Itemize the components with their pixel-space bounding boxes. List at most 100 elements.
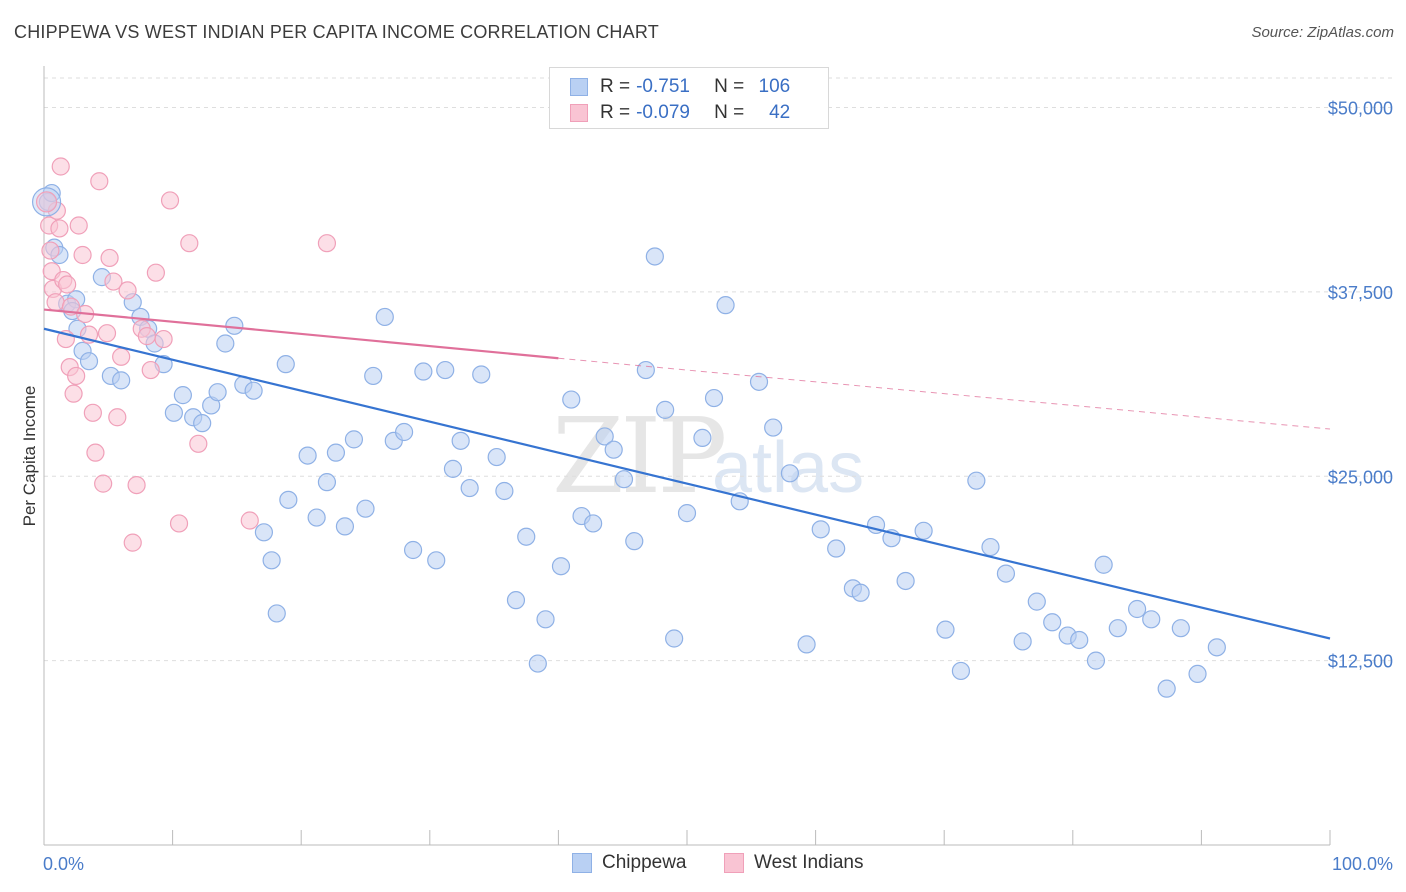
chippewa-point — [1127, 599, 1147, 619]
west-indians-point — [58, 275, 77, 294]
r-value: -0.079 — [636, 102, 690, 123]
chippewa-point — [276, 355, 295, 374]
chippewa-point — [656, 400, 675, 419]
west-indians-point — [112, 347, 131, 366]
chippewa-point — [335, 517, 355, 536]
chippewa-point — [1027, 592, 1046, 611]
west-indians-point — [94, 474, 113, 493]
chippewa-point — [344, 430, 364, 449]
n-value: 42 — [769, 102, 791, 123]
n-value: 106 — [758, 76, 791, 97]
west-indians-trend-line — [43, 308, 559, 360]
chippewa-point — [506, 591, 526, 610]
chippewa-point — [584, 514, 603, 533]
legend-row-west-indians: R = -0.079 N = 42 — [570, 100, 790, 126]
chippewa-point — [375, 307, 394, 327]
r-label: R = — [600, 102, 631, 123]
chippewa-point — [451, 431, 470, 450]
chippewa-point — [645, 247, 664, 266]
chippewa-point — [1188, 664, 1207, 684]
chippewa-point — [267, 604, 286, 623]
chippewa-point — [436, 360, 455, 380]
chippewa-point — [1043, 613, 1062, 632]
chippewa-point — [896, 571, 915, 591]
chippewa-point — [551, 557, 571, 576]
chippewa-swatch — [570, 78, 588, 96]
west-indians-point — [67, 366, 86, 386]
chippewa-point — [262, 551, 281, 570]
r-value: -0.751 — [636, 76, 690, 97]
chippewa-point — [604, 440, 623, 459]
chippewa-point — [528, 654, 547, 673]
chippewa-point — [625, 532, 644, 551]
west-indians-point — [50, 219, 69, 238]
chippewa-point — [460, 478, 479, 498]
chippewa-point — [403, 540, 423, 560]
y-tick-label: $25,000 — [1328, 467, 1393, 487]
west-indians-point — [69, 216, 88, 235]
chippewa-point — [173, 386, 192, 405]
legend-item-west-indians[interactable]: West Indians — [724, 852, 863, 874]
west-indians-point — [100, 248, 119, 268]
chippewa-point — [244, 381, 263, 400]
chippewa-point — [677, 504, 697, 523]
west-indians-point — [169, 514, 189, 533]
source-note: Source: ZipAtlas.com — [1251, 24, 1394, 41]
chippewa-point — [472, 365, 491, 384]
chippewa-point — [562, 390, 581, 409]
stats-legend: R = -0.751 N = 106 R = -0.079 N = 42 — [549, 67, 829, 129]
chippewa-point — [326, 443, 346, 462]
chippewa-point — [298, 446, 317, 465]
chippewa-point — [716, 296, 735, 315]
west-indians-point — [154, 329, 173, 349]
west-indians-cluster-point — [35, 191, 58, 213]
chippewa-point — [693, 428, 712, 447]
series-legend: Chippewa West Indians — [0, 852, 1406, 876]
west-indians-point — [189, 434, 208, 453]
watermark-zip: ZIP — [552, 395, 724, 517]
chippewa-point — [981, 537, 1000, 557]
chippewa-point — [764, 418, 783, 437]
chippewa-point — [317, 473, 337, 492]
west-indians-point — [51, 157, 70, 176]
chippewa-point — [811, 520, 830, 539]
n-label: N = — [714, 102, 745, 123]
chippewa-point — [936, 620, 955, 639]
chippewa-point — [394, 422, 414, 442]
chippewa-trend-line — [43, 327, 1331, 640]
chippewa-point — [749, 372, 769, 391]
chippewa-point — [614, 470, 634, 489]
west-indians-point — [83, 403, 102, 422]
west-indians-point — [108, 408, 127, 427]
chippewa-point — [827, 539, 846, 558]
legend-item-chippewa[interactable]: Chippewa — [572, 852, 687, 874]
west-indians-point — [104, 272, 123, 291]
chippewa-point — [164, 403, 183, 422]
west-indians-point — [73, 245, 92, 265]
chippewa-swatch — [572, 853, 592, 873]
x-tick-label-min: 0.0% — [43, 854, 84, 874]
chippewa-point — [1142, 610, 1161, 629]
chippewa-point — [1070, 630, 1089, 650]
west-indians-point — [46, 293, 65, 312]
chippewa-point — [279, 490, 298, 509]
chippewa-point — [443, 459, 463, 478]
chippewa-point — [1108, 619, 1127, 638]
chippewa-point — [254, 523, 274, 542]
west-indians-point — [90, 172, 109, 191]
chippewa-point — [996, 564, 1016, 583]
chippewa-point — [1094, 555, 1113, 574]
west-indians-point — [137, 327, 156, 346]
chippewa-point — [1171, 619, 1190, 638]
chippewa-point — [427, 551, 446, 570]
chippewa-point — [636, 360, 655, 380]
y-tick-label: $50,000 — [1328, 99, 1393, 119]
chippewa-point — [79, 352, 99, 371]
chippewa-point — [307, 508, 326, 527]
chippewa-point — [364, 366, 383, 386]
chippewa-point — [851, 583, 870, 602]
west-indians-swatch — [724, 853, 744, 873]
chippewa-point — [1086, 651, 1106, 670]
chippewa-point — [536, 610, 555, 629]
